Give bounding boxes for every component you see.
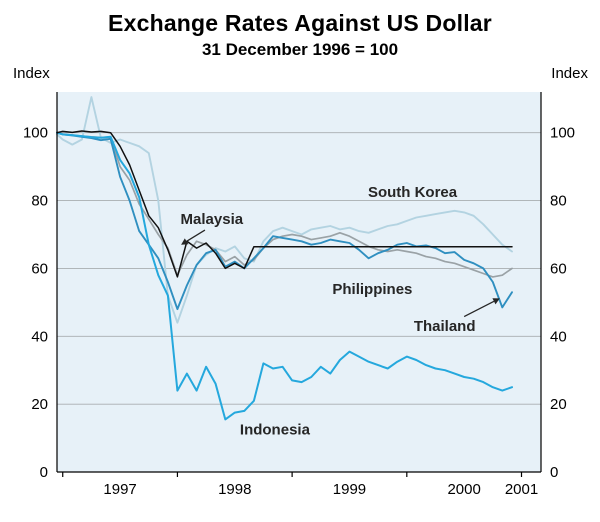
annotation-arrowhead-malaysia [181,238,189,245]
y-tick-label-right: 60 [550,260,567,277]
annotation-arrowhead-thailand [492,298,500,305]
y-tick-label-left: 80 [31,193,48,210]
series-line-malaysia [56,130,513,278]
annotation-philippines: Philippines [332,281,412,298]
x-tick-label: 1998 [218,481,251,498]
y-tick-label-right: 100 [550,125,575,142]
chart-subtitle: 31 December 1996 = 100 [201,40,399,59]
series-line-indonesia [56,131,513,421]
plot-background [57,92,541,472]
y-tick-label-left: 20 [31,396,48,413]
series-line-philippines [56,131,513,278]
y-tick-label-left: 40 [31,328,48,345]
x-tick-label: 2000 [447,481,480,498]
y-axis-caption-left: Index [13,65,50,82]
y-tick-label-left: 100 [23,125,48,142]
x-tick-label: 1999 [333,481,366,498]
y-tick-label-left: 0 [40,464,48,481]
annotation-south-korea: South Korea [368,184,458,201]
x-tick-label: 1997 [103,481,136,498]
annotation-malaysia: Malaysia [181,211,244,228]
y-tick-label-left: 60 [31,260,48,277]
chart-title: Exchange Rates Against US Dollar [108,10,492,36]
y-tick-label-right: 20 [550,396,567,413]
annotation-thailand: Thailand [414,318,476,335]
y-tick-label-right: 0 [550,464,558,481]
y-tick-label-right: 40 [550,328,567,345]
y-axis-caption-right: Index [551,65,588,82]
x-tick-label: 2001 [505,481,538,498]
series-line-south-korea [56,96,513,324]
annotation-indonesia: Indonesia [240,422,311,439]
series-line-thailand [56,131,513,311]
annotation-arrow-malaysia [186,229,206,242]
annotation-arrow-thailand [463,300,495,318]
y-tick-label-right: 80 [550,193,567,210]
